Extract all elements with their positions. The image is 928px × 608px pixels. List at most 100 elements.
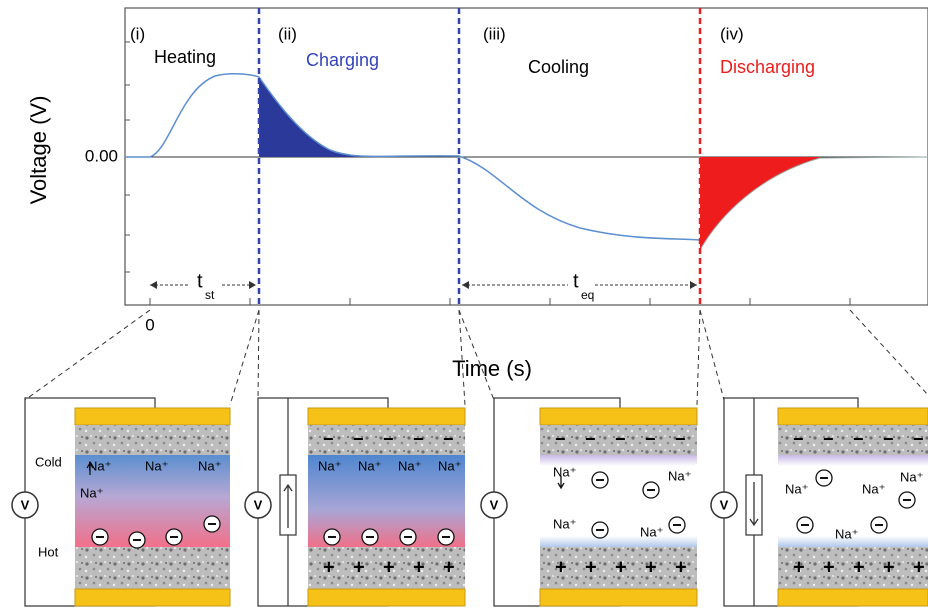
cation-label: Na⁺: [198, 458, 221, 473]
current-collector: [540, 425, 697, 455]
cation-label: Na⁺: [553, 464, 576, 479]
charge-sign: −: [353, 429, 364, 449]
cation-label: Na⁺: [318, 458, 341, 473]
current-collector: [778, 425, 928, 455]
interval-subscript: st: [205, 288, 215, 302]
phase-number: (iii): [483, 24, 506, 43]
charge-sign: +: [413, 556, 425, 578]
ion-arrow: [557, 476, 565, 490]
y-tick-label: 0.00: [85, 146, 118, 165]
charge-sign: +: [853, 556, 865, 578]
charge-sign: +: [585, 556, 597, 578]
charge-sign: −: [585, 429, 596, 449]
axis-ticks: [125, 41, 851, 305]
phase-number: (i): [130, 24, 145, 43]
discharging-area: [700, 157, 820, 250]
side-label: Hot: [38, 544, 59, 559]
charge-sign: −: [615, 429, 626, 449]
arrow-heads: [150, 281, 697, 289]
discharge-curve: [699, 156, 928, 251]
cation-label: Na⁺: [862, 481, 885, 496]
charge-sign: +: [913, 556, 925, 578]
current-collector: [75, 547, 230, 589]
charge-sign: −: [383, 429, 394, 449]
charge-sign: −: [443, 429, 454, 449]
cation-label: Na⁺: [358, 458, 381, 473]
electrode: [74, 588, 231, 607]
charge-sign: +: [323, 556, 335, 578]
x-axis-label: Time (s): [452, 356, 532, 381]
voltmeter: [244, 491, 272, 519]
y-axis-label: Voltage (V): [26, 96, 51, 205]
charge-sign: −: [793, 429, 804, 449]
charge-sign: +: [555, 556, 567, 578]
electrode: [777, 407, 928, 426]
phase-number: (ii): [278, 24, 297, 43]
cation-label: Na⁺: [835, 526, 858, 541]
charge-sign: +: [615, 556, 627, 578]
current-arrow: [283, 483, 293, 528]
cation-label: Na⁺: [668, 468, 691, 483]
current-collector: [75, 425, 230, 455]
zoom-lines: [24, 309, 928, 406]
current-collector: [308, 547, 465, 589]
phase-number: (iv): [720, 24, 744, 43]
current-collector: [778, 547, 928, 589]
charge-sign: −: [413, 429, 424, 449]
voltmeter-label: V: [254, 497, 263, 512]
electrode: [307, 588, 466, 607]
interval-subscript: eq: [581, 288, 594, 302]
electrolyte: [540, 455, 697, 547]
voltage-curve: [125, 73, 701, 241]
charge-sign: −: [913, 429, 924, 449]
phase-name: Discharging: [720, 57, 815, 77]
electrode: [539, 407, 698, 426]
ion-arrow: [86, 461, 94, 475]
cation-label: Na⁺: [145, 458, 168, 473]
electrode: [777, 588, 928, 607]
interval-symbol: t: [197, 270, 203, 292]
current-arrow: [749, 482, 759, 527]
cation-label: Na⁺: [785, 481, 808, 496]
voltmeter-label: V: [21, 497, 30, 512]
side-label: Cold: [35, 454, 62, 469]
charge-sign: −: [883, 429, 894, 449]
charge-sign: +: [443, 556, 455, 578]
electrode: [307, 407, 466, 426]
cation-label: Na⁺: [88, 458, 111, 473]
panels: V Na⁺ Na⁺ Na⁺ Na⁺ Cold Hot − + − + − + − + − + V Na⁺ Na⁺ Na⁺…: [11, 397, 928, 607]
charge-sign: +: [793, 556, 805, 578]
current-collector: [308, 425, 465, 455]
phase-name: Cooling: [528, 57, 589, 77]
charging-area: [259, 77, 370, 157]
interval-symbol: t: [573, 270, 579, 292]
charge-sign: −: [645, 429, 656, 449]
charge-sign: +: [675, 556, 687, 578]
current-collector: [540, 547, 697, 589]
charge-sign: +: [353, 556, 365, 578]
voltmeter-label: V: [720, 497, 729, 512]
voltmeter-label: V: [490, 497, 499, 512]
electrode: [539, 588, 698, 607]
cation-label: Na⁺: [438, 458, 461, 473]
charge-sign: −: [853, 429, 864, 449]
charge-sign: −: [323, 429, 334, 449]
voltmeter: [710, 491, 738, 519]
charge-sign: +: [823, 556, 835, 578]
charge-sign: +: [883, 556, 895, 578]
charge-sign: +: [383, 556, 395, 578]
phase-name: Charging: [306, 50, 379, 70]
cation-label: Na⁺: [80, 485, 103, 500]
voltmeter: [11, 491, 39, 519]
charge-sign: +: [645, 556, 657, 578]
cation-label: Na⁺: [900, 469, 923, 484]
cation-label: Na⁺: [640, 524, 663, 539]
electrode: [74, 407, 231, 426]
voltmeter: [480, 491, 508, 519]
cation-label: Na⁺: [398, 458, 421, 473]
charge-sign: −: [675, 429, 686, 449]
charge-sign: −: [823, 429, 834, 449]
phase-name: Heating: [154, 47, 216, 67]
cation-label: Na⁺: [553, 516, 576, 531]
